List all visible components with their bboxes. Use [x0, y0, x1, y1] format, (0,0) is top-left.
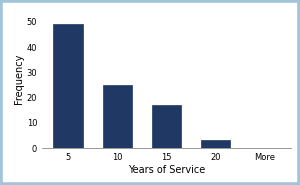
Bar	[201, 140, 230, 148]
Bar	[152, 105, 181, 148]
X-axis label: Years of Service: Years of Service	[128, 165, 205, 175]
Bar	[103, 85, 132, 148]
Bar	[53, 24, 83, 148]
Y-axis label: Frequency: Frequency	[14, 53, 24, 104]
